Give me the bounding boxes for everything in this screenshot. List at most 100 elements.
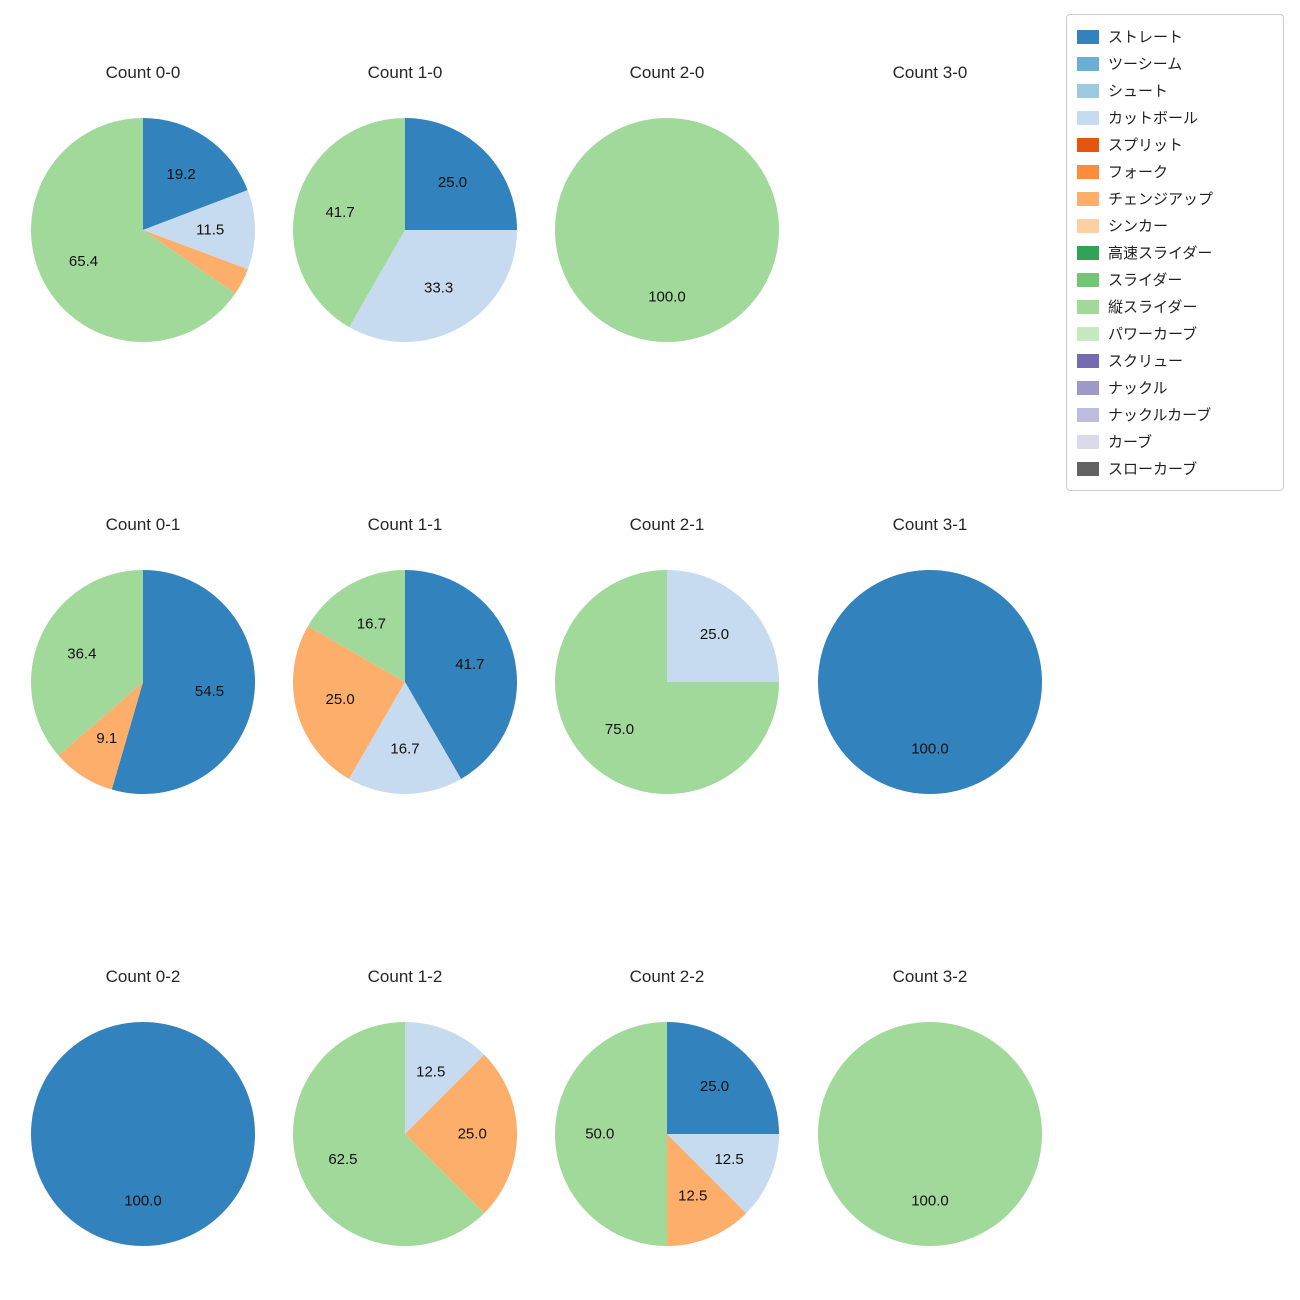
legend-label: ストレート bbox=[1108, 29, 1184, 46]
pie-slice bbox=[405, 118, 517, 230]
legend-swatch bbox=[1077, 164, 1099, 179]
pie-slice-label: 12.5 bbox=[678, 1188, 707, 1205]
pie-slice-label: 25.0 bbox=[700, 1078, 729, 1095]
pie-slice bbox=[293, 1022, 485, 1246]
pie-chart-count-0-0: 19.2 11.5 65.4 bbox=[31, 118, 255, 342]
pie-slice-label: 50.0 bbox=[585, 1126, 614, 1143]
legend-swatch bbox=[1077, 56, 1099, 71]
chart-cell-count-2-0: Count 2-0 100.0 bbox=[536, 47, 798, 369]
legend-swatch bbox=[1077, 218, 1099, 233]
pie-slice bbox=[349, 230, 517, 342]
pie-slice bbox=[307, 570, 405, 682]
chart-cell-count-2-2: Count 2-2 25.0 12.5 12.5 50.0 bbox=[536, 951, 798, 1273]
legend-item: フォーク bbox=[1077, 158, 1273, 185]
legend-item: スローカーブ bbox=[1077, 455, 1273, 482]
pie-slice-label: 25.0 bbox=[325, 691, 354, 708]
legend-swatch bbox=[1077, 191, 1099, 206]
pie-slice-label: 19.2 bbox=[167, 166, 196, 183]
legend-item: ツーシーム bbox=[1077, 50, 1273, 77]
chart-title: Count 2-2 bbox=[629, 967, 705, 986]
legend-label: チェンジアップ bbox=[1108, 191, 1214, 208]
legend-swatch bbox=[1077, 380, 1099, 395]
pie-chart-count-1-2: 12.5 25.0 62.5 bbox=[293, 1022, 517, 1246]
legend-item: スライダー bbox=[1077, 266, 1273, 293]
pie-slice-label: 12.5 bbox=[416, 1063, 445, 1080]
pie-slice bbox=[667, 570, 779, 682]
pie-slice bbox=[555, 570, 779, 794]
chart-cell-count-0-2: Count 0-2 100.0 bbox=[12, 951, 274, 1273]
pie-slice bbox=[31, 570, 143, 756]
chart-title: Count 0-1 bbox=[105, 515, 181, 534]
pie-slice bbox=[555, 1022, 667, 1246]
pie-slice bbox=[293, 118, 405, 328]
pie-slice bbox=[818, 570, 1042, 794]
pie-chart-count-2-0: 100.0 bbox=[555, 118, 779, 342]
legend-item: パワーカーブ bbox=[1077, 320, 1273, 347]
legend-label: カーブ bbox=[1108, 434, 1153, 451]
pie-slice bbox=[31, 118, 236, 342]
pie-slice-label: 75.0 bbox=[605, 721, 634, 738]
pie-slice-label: 33.3 bbox=[424, 280, 453, 297]
legend-item: ナックルカーブ bbox=[1077, 401, 1273, 428]
chart-cell-count-1-1: Count 1-1 41.7 16.7 25.0 16.7 bbox=[274, 499, 536, 821]
legend-swatch bbox=[1077, 83, 1099, 98]
legend-label: 縦スライダー bbox=[1108, 299, 1198, 316]
pie-slice-label: 16.7 bbox=[357, 615, 386, 632]
legend-label: ナックルカーブ bbox=[1108, 407, 1212, 424]
legend-item: シュート bbox=[1077, 77, 1273, 104]
legend-swatch bbox=[1077, 29, 1099, 44]
chart-cell-count-3-1: Count 3-1 100.0 bbox=[799, 499, 1061, 821]
pie-slice bbox=[292, 626, 405, 779]
legend-item: スプリット bbox=[1077, 131, 1273, 158]
pie-slice bbox=[667, 1134, 779, 1214]
chart-cell-count-3-0: Count 3-0 bbox=[799, 47, 1061, 369]
legend-label: ツーシーム bbox=[1108, 56, 1183, 73]
chart-cell-count-0-1: Count 0-1 54.5 9.1 36.4 bbox=[12, 499, 274, 821]
pie-chart-count-3-1: 100.0 bbox=[818, 570, 1042, 794]
legend-swatch bbox=[1077, 326, 1099, 341]
pie-slice-label: 16.7 bbox=[390, 741, 419, 758]
legend-label: スプリット bbox=[1108, 137, 1184, 154]
pie-slice bbox=[348, 682, 462, 794]
legend-label: シンカー bbox=[1108, 218, 1169, 235]
legend-swatch bbox=[1077, 299, 1099, 314]
pie-slice-label: 25.0 bbox=[458, 1126, 487, 1143]
chart-cell-count-2-1: Count 2-1 25.0 75.0 bbox=[536, 499, 798, 821]
legend-label: スローカーブ bbox=[1108, 461, 1198, 478]
pie-chart-count-1-0: 25.0 33.3 41.7 bbox=[293, 118, 517, 342]
chart-title: Count 1-1 bbox=[367, 515, 443, 534]
legend-label: フォーク bbox=[1108, 164, 1169, 181]
legend-item: 縦スライダー bbox=[1077, 293, 1273, 320]
pie-slice-label: 12.5 bbox=[714, 1151, 743, 1168]
legend-label: シュート bbox=[1108, 83, 1169, 100]
pie-slice-label: 54.5 bbox=[195, 683, 224, 700]
legend-swatch bbox=[1077, 245, 1099, 260]
pie-slice bbox=[818, 1022, 1042, 1246]
legend-swatch bbox=[1077, 461, 1099, 476]
legend-label: 高速スライダー bbox=[1108, 245, 1213, 262]
legend-label: パワーカーブ bbox=[1108, 326, 1198, 343]
chart-cell-count-1-0: Count 1-0 25.0 33.3 41.7 bbox=[274, 47, 536, 369]
legend-item: 高速スライダー bbox=[1077, 239, 1273, 266]
legend-item: スクリュー bbox=[1077, 347, 1273, 374]
pie-slice bbox=[667, 1022, 779, 1134]
legend-label: ナックル bbox=[1108, 380, 1168, 397]
chart-title: Count 0-2 bbox=[105, 967, 181, 986]
pie-slice-label: 41.7 bbox=[455, 656, 484, 673]
pie-slice-label: 36.4 bbox=[67, 646, 96, 663]
pie-slice bbox=[58, 682, 143, 790]
legend-item: カーブ bbox=[1077, 428, 1273, 455]
pie-chart-count-0-2: 100.0 bbox=[31, 1022, 255, 1246]
legend-label: スライダー bbox=[1108, 272, 1183, 289]
pie-slice-label: 100.0 bbox=[124, 1193, 162, 1210]
chart-title: Count 3-0 bbox=[892, 63, 968, 82]
legend-item: チェンジアップ bbox=[1077, 185, 1273, 212]
legend-label: スクリュー bbox=[1108, 353, 1184, 370]
legend-swatch bbox=[1077, 137, 1099, 152]
pie-slice bbox=[111, 570, 256, 794]
pie-slice bbox=[405, 1022, 485, 1134]
legend-item: ストレート bbox=[1077, 23, 1273, 50]
pie-slice-label: 100.0 bbox=[911, 741, 949, 758]
legend-item: シンカー bbox=[1077, 212, 1273, 239]
